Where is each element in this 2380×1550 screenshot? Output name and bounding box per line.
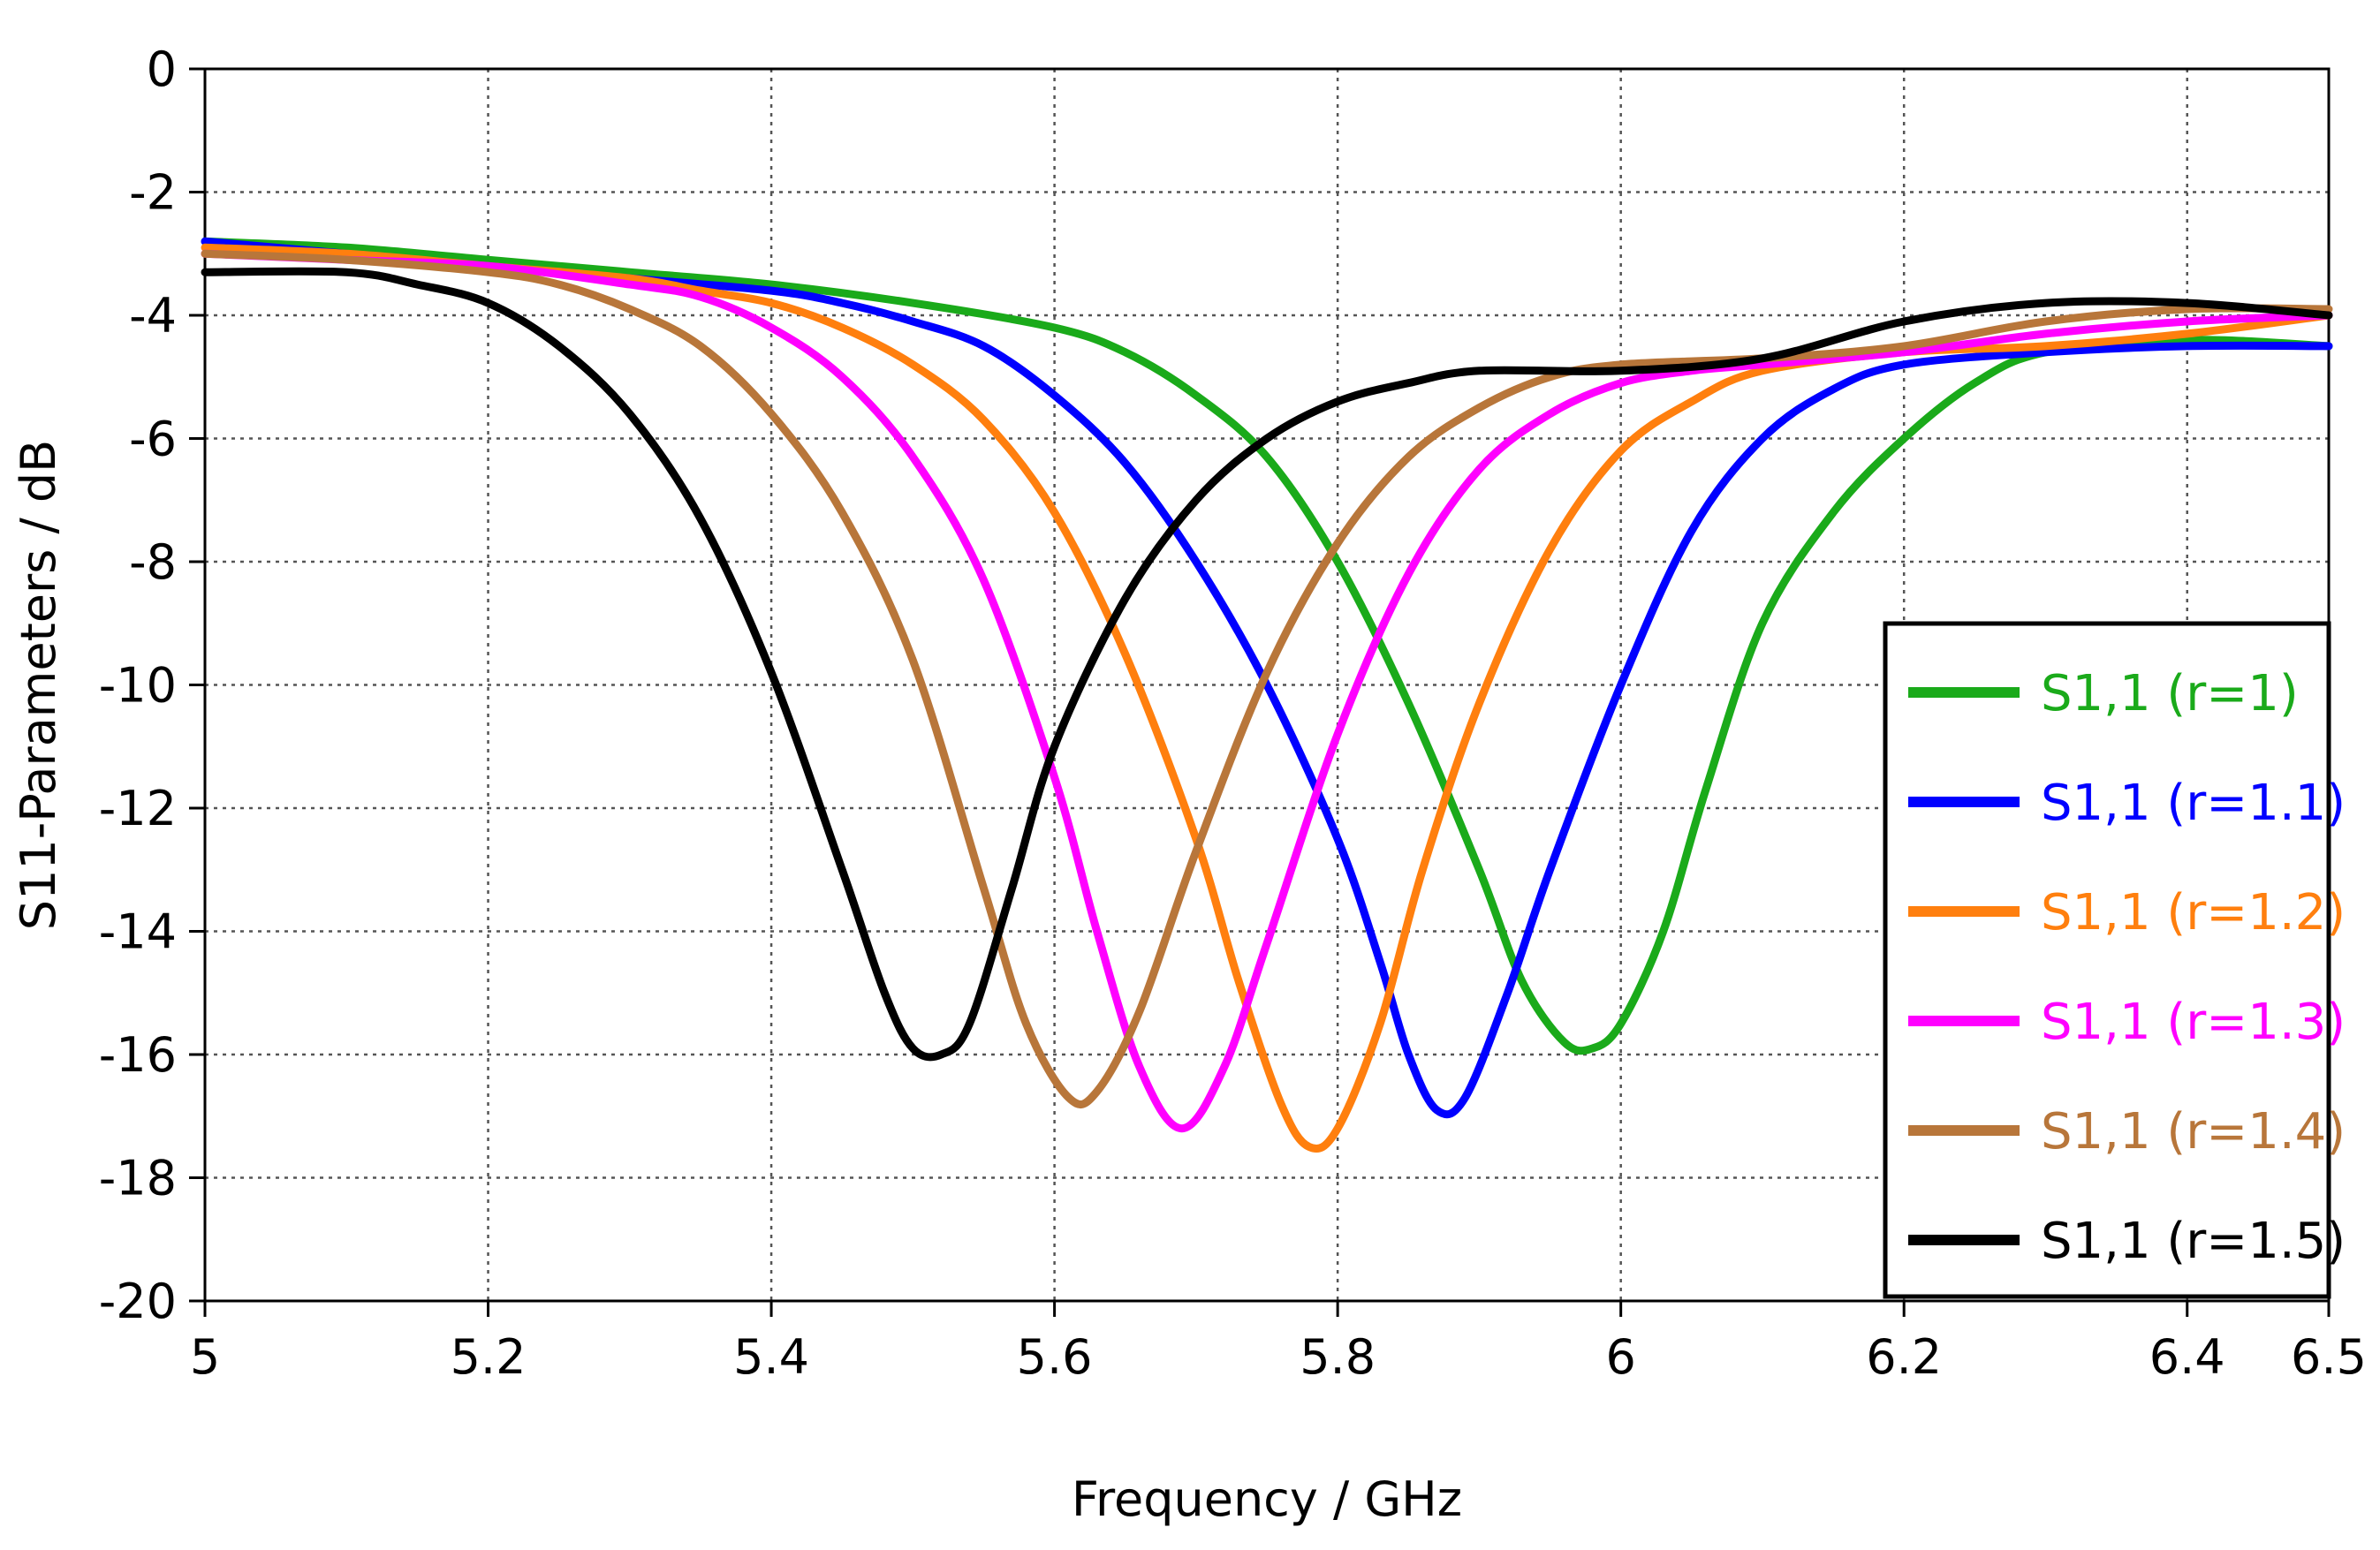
y-tick-label: 0 bbox=[147, 42, 177, 97]
y-tick-label: -18 bbox=[99, 1151, 177, 1206]
y-tick-label: -2 bbox=[129, 165, 177, 221]
series-line-6 bbox=[201, 267, 2333, 1062]
series-line-3 bbox=[201, 243, 2333, 1153]
x-tick-label: 6 bbox=[1605, 1329, 1635, 1385]
x-tick-label: 5.6 bbox=[1017, 1329, 1093, 1385]
legend: S1,1 (r=1) S1,1 (r=1.1) S1,1 (r=1.2) S1,1 (… bbox=[1883, 621, 2346, 1299]
x-tick-label: 6.4 bbox=[2149, 1329, 2225, 1385]
data-series bbox=[201, 237, 2333, 1153]
x-tick-labels: 5 5.2 5.4 5.6 5.8 6 6.2 6.4 6.5 bbox=[190, 1329, 2367, 1385]
y-tick-labels: 0 -2 -4 -6 -8 -10 -12 -14 -16 -18 -20 bbox=[99, 42, 177, 1329]
x-tick-label: 6.2 bbox=[1866, 1329, 1942, 1385]
x-tick-label: 5 bbox=[190, 1329, 220, 1385]
series-line-2 bbox=[201, 237, 2333, 1119]
series-line-4 bbox=[201, 249, 2333, 1133]
legend-label: S1,1 (r=1.3) bbox=[2041, 994, 2346, 1051]
y-tick-label: -6 bbox=[129, 412, 177, 467]
x-tick-label: 6.5 bbox=[2291, 1329, 2367, 1385]
legend-label: S1,1 (r=1.5) bbox=[2041, 1213, 2346, 1270]
legend-label: S1,1 (r=1.4) bbox=[2041, 1103, 2346, 1161]
series-line-1 bbox=[201, 237, 2333, 1055]
y-tick-label: -4 bbox=[129, 288, 177, 344]
axis-ticks bbox=[189, 67, 2331, 1317]
x-axis-title: Frequency / GHz bbox=[1072, 1471, 1462, 1527]
y-axis-title: S11-Parameters / dB bbox=[11, 440, 66, 930]
legend-label: S1,1 (r=1.2) bbox=[2041, 884, 2346, 941]
legend-label: S1,1 (r=1.1) bbox=[2041, 775, 2346, 832]
y-tick-label: -20 bbox=[99, 1274, 177, 1329]
y-tick-label: -10 bbox=[99, 658, 177, 714]
y-tick-label: -14 bbox=[99, 904, 177, 960]
legend-label: S1,1 (r=1) bbox=[2041, 665, 2299, 722]
x-tick-label: 5.4 bbox=[733, 1329, 809, 1385]
x-tick-label: 5.2 bbox=[451, 1329, 527, 1385]
legend-box bbox=[1883, 621, 2331, 1299]
y-tick-label: -12 bbox=[99, 781, 177, 836]
x-tick-label: 5.8 bbox=[1300, 1329, 1376, 1385]
y-tick-label: -16 bbox=[99, 1027, 177, 1083]
y-tick-label: -8 bbox=[129, 534, 177, 590]
